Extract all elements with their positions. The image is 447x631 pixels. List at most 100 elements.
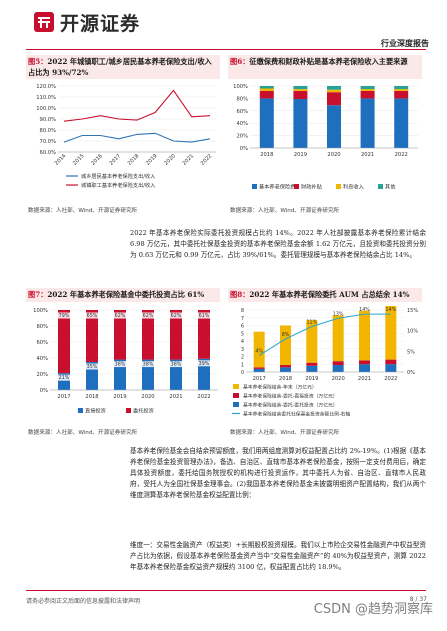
paragraph-aum-share: 2022 年基本养老保险实际委托投资规模占比约 14%。2022 年人社部披露基… bbox=[130, 229, 426, 259]
fig7-bar-segment bbox=[170, 359, 182, 390]
fig8-ytick-right-label: 15% bbox=[407, 308, 418, 314]
fig6-legend-label: 利息收入 bbox=[343, 183, 364, 191]
paragraph-dimension-one: 维度一：交易性金融资产（权益类）+长期股权投资规模。我们以上市险企交易性金融资产… bbox=[130, 541, 426, 571]
fig8-title-text: 2022 年基本养老保险委托 AUM 占总结余 14% bbox=[249, 290, 410, 299]
fig8-ytick-left-label: 2 bbox=[241, 355, 244, 361]
fig8-xtick-label: 2022 bbox=[384, 376, 397, 382]
fig5-xtick-label: 2016 bbox=[90, 153, 104, 167]
fig5-xtick-label: 2017 bbox=[109, 153, 123, 167]
fig7-data-label: 38% bbox=[143, 362, 154, 368]
fig7-legend-label: 委托投资 bbox=[133, 407, 154, 415]
fig8-ytick-right-label: 10% bbox=[407, 329, 418, 335]
fig6-ytick-label: 80% bbox=[236, 96, 248, 102]
fig7-ytick-label: 100% bbox=[33, 308, 48, 314]
fig7-data-label: 38% bbox=[171, 362, 182, 368]
fig7-label: 图7： bbox=[28, 290, 48, 299]
fig6-bar-segment bbox=[394, 90, 409, 99]
fig6-ytick-label: 0% bbox=[240, 146, 248, 152]
fig8-bar-segment bbox=[306, 362, 318, 366]
fig7-xtick-label: 2021 bbox=[169, 394, 182, 400]
fig6-ytick-label: 60% bbox=[236, 109, 248, 115]
fig8-bar-segment bbox=[359, 310, 370, 361]
fig8-bar-segment bbox=[332, 365, 344, 372]
fig6-bar-segment bbox=[360, 86, 375, 90]
fig6-ytick-label: 20% bbox=[236, 134, 248, 140]
fig5-label: 图5： bbox=[28, 57, 48, 66]
fig5-xtick-label: 2018 bbox=[127, 153, 141, 167]
fig8-data-label: 14% bbox=[359, 307, 370, 313]
fig7-ytick-label: 20% bbox=[36, 372, 48, 378]
fig8-legend-swatch bbox=[233, 393, 239, 398]
fig7-xtick-label: 2019 bbox=[113, 394, 126, 400]
fig8-bar-segment bbox=[385, 306, 397, 360]
fig7-ytick-label: 40% bbox=[36, 356, 48, 362]
fig8-data-label: 14% bbox=[385, 307, 396, 313]
fig6-title: 图6：征缴保费和财政补贴是基本养老保险收入主要来源 bbox=[230, 56, 420, 67]
fig7-data-label: 35% bbox=[87, 364, 98, 370]
fig7-data-label: 62% bbox=[143, 313, 154, 319]
fig8-bar-segment bbox=[332, 361, 344, 366]
fig6-bar-segment bbox=[293, 99, 308, 148]
report-header: 开源证券 行业深度报告 bbox=[0, 0, 447, 48]
fig6-source: 数据来源：人社部、Wind、开源证券研究所 bbox=[230, 208, 340, 214]
fig8-bar-segment bbox=[253, 368, 265, 372]
fig7-bar-segment bbox=[142, 359, 154, 390]
fig8-bar-segment bbox=[359, 360, 370, 365]
fig6-stacked-bar-chart: 0% 20% 40% 60% 80% 100% 2018 2019 2020 2021 2022 基本… bbox=[233, 84, 418, 191]
fig7-legend-label: 直接投资 bbox=[85, 407, 106, 415]
fig7-data-label-bg bbox=[169, 361, 183, 368]
fig8-legend-swatch bbox=[233, 384, 239, 389]
fig7-xtick-label: 2017 bbox=[57, 394, 70, 400]
fig8-ytick-left-label: 8 bbox=[241, 308, 244, 314]
fig5-ytick-label: 90.0% bbox=[40, 117, 57, 123]
kaiyuan-logo-icon bbox=[34, 12, 54, 32]
fig7-bar-segment bbox=[58, 310, 70, 374]
fig5-ytick-label: 60.0% bbox=[40, 150, 57, 156]
fig6-legend-label: 基本养老保险费 bbox=[259, 183, 295, 191]
fig7-xtick-label: 2022 bbox=[197, 394, 210, 400]
fig6-bar-segment bbox=[394, 86, 409, 90]
fig7-source: 数据来源：人社部、Wind、开源证券研究所 bbox=[28, 430, 138, 436]
fig8-ratio-line bbox=[258, 313, 391, 356]
fig7-title: 图7：2022 年基本养老保险基金中委托投资占比 61% bbox=[28, 289, 220, 300]
fig7-bar-segment bbox=[170, 310, 182, 360]
fig7-title-text: 2022 年基本养老保险基金中委托投资占比 61% bbox=[47, 290, 205, 299]
fig6-bar-segment bbox=[360, 90, 375, 99]
fig7-legend-swatch bbox=[78, 408, 83, 413]
fig6-bar-segment bbox=[327, 89, 341, 93]
fig6-bar-segment bbox=[327, 86, 341, 90]
fig6-bar-segment bbox=[327, 92, 341, 106]
fig8-title: 图8：2022 年基本养老保险委托 AUM 占总结余 14% bbox=[230, 289, 422, 300]
fig5-xtick-label: 2015 bbox=[72, 153, 86, 167]
fig8-bar-segment bbox=[306, 365, 318, 372]
fig6-label: 图6： bbox=[230, 57, 250, 66]
fig8-ytick-right-label: 0% bbox=[407, 370, 415, 376]
report-type: 行业深度报告 bbox=[381, 39, 429, 48]
fig7-data-label-bg bbox=[57, 312, 71, 319]
fig7-data-label: 61% bbox=[199, 313, 210, 319]
fig6-legend-swatch bbox=[294, 184, 299, 189]
fig7-data-label: 38% bbox=[115, 362, 126, 368]
fig5-title-bg bbox=[26, 55, 220, 79]
fig8-bar-segment bbox=[332, 315, 344, 362]
fig8-legend-label: 基本养老保险结余-年末（万亿元） bbox=[243, 384, 317, 391]
fig8-label: 图8： bbox=[230, 290, 250, 299]
fig5-legend-label: 城镇职工基本养老保险支出/收入 bbox=[81, 181, 155, 189]
fig6-ytick-label: 100% bbox=[233, 84, 248, 90]
fig5-series-line bbox=[63, 89, 211, 122]
fig6-bar-segment bbox=[259, 88, 274, 91]
fig5-source: 数据来源：人社部、Wind、开源证券研究所 bbox=[28, 208, 138, 214]
fig7-data-label: 21% bbox=[59, 375, 70, 381]
fig6-title-text: 征缴保费和财政补贴是基本养老保险收入主要来源 bbox=[249, 57, 408, 66]
fig8-xtick-label: 2019 bbox=[305, 376, 318, 382]
fig8-legend-label: 基本养老保险结余-委托-直接投资（万亿元） bbox=[243, 393, 338, 400]
fig7-ytick-label: 0% bbox=[40, 388, 48, 394]
fig6-xtick-label: 2021 bbox=[361, 152, 374, 158]
fig5-xtick-label: 2021 bbox=[182, 153, 196, 167]
fig6-bar-segment bbox=[293, 86, 308, 90]
fig6-bar-segment bbox=[394, 98, 409, 148]
fig8-data-label: 4% bbox=[255, 348, 263, 354]
fig8-bar-segment bbox=[385, 364, 397, 372]
fig7-bar-segment bbox=[114, 310, 126, 360]
